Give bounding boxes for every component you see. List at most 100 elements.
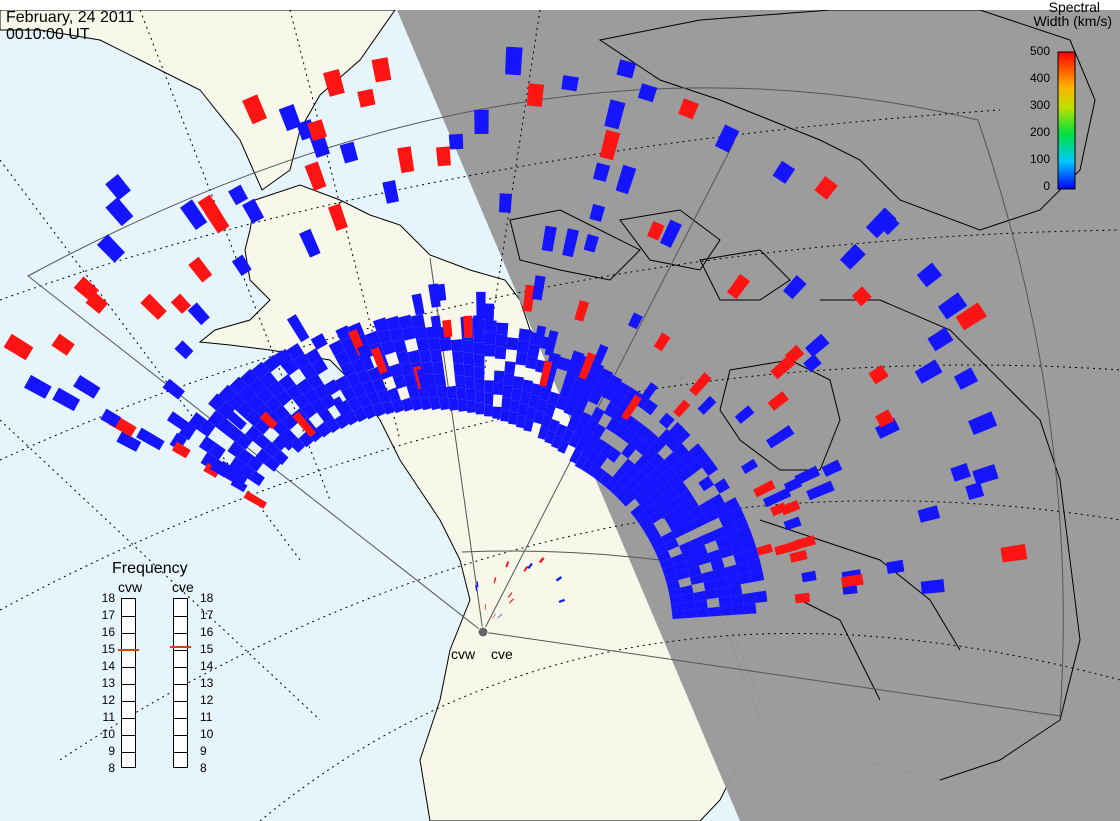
gauge-gridline <box>122 684 135 685</box>
backscatter-cell <box>381 400 396 415</box>
backscatter-cell <box>657 550 671 563</box>
backscatter-cell <box>726 531 742 546</box>
backscatter-cell <box>334 413 350 430</box>
backscatter-cell <box>301 402 317 419</box>
backscatter-cell <box>615 487 630 502</box>
backscatter-cell <box>420 396 432 411</box>
backscatter-cell <box>626 464 641 479</box>
backscatter-cell <box>442 319 453 338</box>
gauge-gridline <box>122 616 135 617</box>
backscatter-cell <box>661 467 677 482</box>
backscatter-cell <box>249 470 265 487</box>
backscatter-cell <box>728 584 743 596</box>
backscatter-cell <box>561 75 579 92</box>
backscatter-cell <box>272 434 289 451</box>
backscatter-cell <box>516 340 530 354</box>
backscatter-cell <box>715 577 729 589</box>
colorbar-title-line2: Width (km/s) <box>1033 13 1112 29</box>
backscatter-cell <box>465 388 476 401</box>
backscatter-cell <box>740 458 759 474</box>
gauge-gridline <box>122 633 135 634</box>
backscatter-cell <box>688 505 704 520</box>
gauge-gridline <box>122 735 135 736</box>
backscatter-cell <box>382 180 399 204</box>
backscatter-cell <box>643 482 659 497</box>
backscatter-cell <box>389 327 404 343</box>
backscatter-cell <box>501 397 512 410</box>
gauge-gridline <box>174 752 187 753</box>
freq-tick-right: 13 <box>200 676 214 690</box>
backscatter-cell <box>466 400 476 413</box>
backscatter-cell <box>687 565 702 577</box>
backscatter-cell <box>401 397 414 412</box>
backscatter-cell <box>649 510 664 524</box>
backscatter-cell <box>591 344 609 369</box>
backscatter-cell <box>307 373 324 390</box>
backscatter-cell <box>304 161 327 191</box>
backscatter-cell <box>170 293 191 314</box>
backscatter-cell <box>429 396 441 411</box>
backscatter-cell <box>676 569 690 581</box>
backscatter-cell <box>324 379 341 396</box>
backscatter-cell <box>629 484 644 499</box>
freq-tick-left: 10 <box>101 727 115 741</box>
backscatter-cell <box>686 459 703 475</box>
backscatter-cell <box>593 162 611 182</box>
backscatter-cell <box>670 459 687 475</box>
backscatter-cell <box>208 393 226 412</box>
freq-tick-right: 11 <box>200 710 213 724</box>
backscatter-cell <box>508 411 519 425</box>
backscatter-cell <box>639 497 655 511</box>
gauge-gridline <box>174 650 187 651</box>
backscatter-cell <box>272 449 289 466</box>
backscatter-cell <box>316 421 332 438</box>
backscatter-cell <box>649 489 664 504</box>
backscatter-cell <box>226 425 244 443</box>
freq-tick-left: 9 <box>108 744 115 758</box>
backscatter-cell <box>875 409 895 428</box>
backscatter-cell <box>351 358 367 374</box>
freq-tick-left: 16 <box>101 625 115 639</box>
backscatter-cell <box>357 393 372 409</box>
backscatter-cell <box>335 325 352 342</box>
backscatter-cell <box>509 399 520 413</box>
backscatter-cell <box>604 477 619 491</box>
backscatter-cell <box>509 598 514 604</box>
backscatter-cell <box>528 394 540 409</box>
backscatter-cell <box>229 376 248 395</box>
backscatter-cell <box>703 579 717 591</box>
backscatter-cell <box>730 594 744 606</box>
backscatter-cell <box>367 391 382 407</box>
backscatter-cell <box>673 561 688 573</box>
backscatter-cell <box>593 379 608 395</box>
backscatter-cell <box>658 412 675 429</box>
backscatter-cell <box>217 417 235 436</box>
backscatter-cell <box>682 549 697 562</box>
backscatter-cell <box>492 406 502 419</box>
backscatter-cell <box>612 467 627 483</box>
backscatter-cell <box>403 373 417 388</box>
backscatter-cell <box>426 384 439 399</box>
backscatter-cell <box>494 346 507 360</box>
backscatter-cell <box>700 531 716 545</box>
backscatter-cell <box>727 273 750 300</box>
backscatter-cell <box>683 609 697 619</box>
backscatter-cell <box>245 425 262 443</box>
backscatter-cell <box>484 392 494 405</box>
backscatter-cell <box>427 337 441 352</box>
backscatter-cell <box>174 340 194 360</box>
backscatter-cell <box>410 396 423 411</box>
backscatter-cell <box>780 500 801 516</box>
backscatter-cell <box>805 333 830 358</box>
backscatter-cell <box>430 315 443 338</box>
backscatter-cell <box>624 478 639 493</box>
backscatter-cell <box>438 397 450 411</box>
backscatter-cell <box>228 184 249 206</box>
backscatter-cell <box>714 502 730 518</box>
backscatter-cell <box>519 391 531 405</box>
backscatter-cell <box>671 602 684 612</box>
backscatter-cell <box>484 320 497 333</box>
backscatter-cell <box>916 262 943 288</box>
backscatter-cell <box>544 330 559 357</box>
backscatter-cell <box>635 440 651 456</box>
